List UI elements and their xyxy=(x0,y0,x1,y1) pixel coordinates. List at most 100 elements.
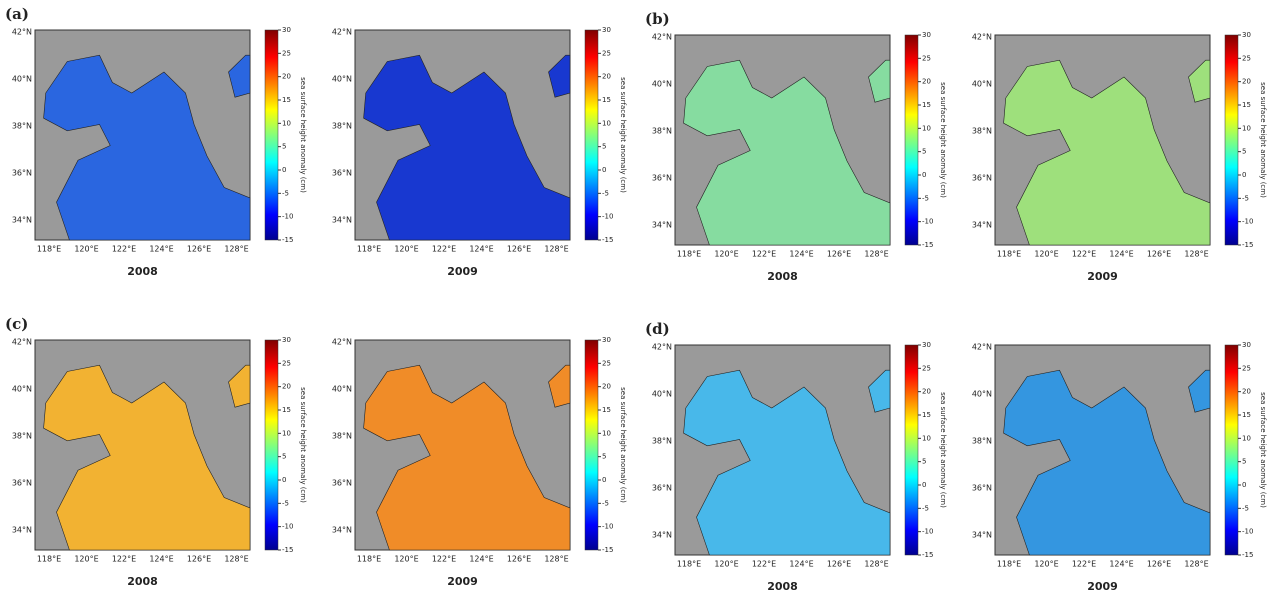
lon-label: 128°E xyxy=(864,250,888,259)
lat-label: 42°N xyxy=(12,338,32,347)
lon-label: 122°E xyxy=(752,560,776,569)
lon-label: 128°E xyxy=(224,555,248,564)
lat-label: 36°N xyxy=(332,169,352,178)
lon-label: 126°E xyxy=(1147,560,1171,569)
colorbar-tick-label: 10 xyxy=(602,429,611,437)
colorbar-tick-label: -5 xyxy=(922,194,929,202)
colorbar-tick-label: -5 xyxy=(282,189,289,197)
lon-label: 120°E xyxy=(394,245,418,254)
lon-label: 126°E xyxy=(1147,250,1171,259)
colorbar-tick-label: -15 xyxy=(922,551,933,559)
colorbar-label: sea surface height anomaly (cm) xyxy=(299,387,307,503)
colorbar-tick-label: -15 xyxy=(1242,241,1253,249)
lon-label: 120°E xyxy=(74,245,98,254)
lon-label: 122°E xyxy=(1072,250,1096,259)
colorbar-tick-label: 5 xyxy=(922,148,926,156)
lat-label: 42°N xyxy=(332,338,352,347)
colorbar-tick-label: 15 xyxy=(922,411,931,419)
colorbar-tick-label: 10 xyxy=(282,119,291,127)
colorbar-tick-label: -10 xyxy=(1242,528,1253,536)
lat-label: 34°N xyxy=(12,216,32,225)
lon-label: 118°E xyxy=(357,555,381,564)
lon-label: 120°E xyxy=(394,555,418,564)
lon-label: 126°E xyxy=(187,245,211,254)
colorbar-tick-label: 20 xyxy=(1242,388,1251,396)
colorbar-tick-label: -10 xyxy=(602,213,613,221)
lon-label: 126°E xyxy=(507,245,531,254)
sea xyxy=(1188,59,1211,103)
colorbar-tick-label: 0 xyxy=(602,476,606,484)
colorbar-tick-label: 30 xyxy=(282,336,291,344)
lon-label: 128°E xyxy=(544,555,568,564)
lon-label: 122°E xyxy=(752,250,776,259)
year-label: 2009 xyxy=(447,265,478,278)
colorbar xyxy=(1224,34,1239,246)
colorbar-tick-label: 5 xyxy=(1242,458,1246,466)
colorbar-label: sea surface height anomaly (cm) xyxy=(1259,392,1267,508)
colorbar-tick-label: 15 xyxy=(282,96,291,104)
colorbar-tick-label: -5 xyxy=(602,499,609,507)
colorbar-tick-label: 20 xyxy=(922,78,931,86)
sea xyxy=(43,364,251,551)
colorbar-tick-label: 15 xyxy=(922,101,931,109)
sea xyxy=(1188,369,1211,413)
colorbar-tick-label: -15 xyxy=(1242,551,1253,559)
lat-label: 40°N xyxy=(332,385,352,394)
lat-label: 36°N xyxy=(972,484,992,493)
lat-label: 34°N xyxy=(332,526,352,535)
colorbar-tick-label: 25 xyxy=(602,49,611,57)
lon-label: 124°E xyxy=(469,555,493,564)
colorbar-tick-label: 10 xyxy=(922,434,931,442)
sea xyxy=(868,369,891,413)
colorbar-tick-label: 15 xyxy=(1242,411,1251,419)
colorbar-tick-label: -5 xyxy=(1242,504,1249,512)
colorbar-tick-label: 25 xyxy=(602,359,611,367)
lon-label: 118°E xyxy=(997,560,1021,569)
lon-label: 120°E xyxy=(714,560,738,569)
colorbar-tick-label: 5 xyxy=(922,458,926,466)
year-label: 2009 xyxy=(1087,270,1118,283)
lon-label: 126°E xyxy=(187,555,211,564)
colorbar-tick-label: 20 xyxy=(282,383,291,391)
lat-label: 42°N xyxy=(652,343,672,352)
colorbar-tick-label: -15 xyxy=(602,546,613,554)
lon-label: 126°E xyxy=(507,555,531,564)
sea xyxy=(228,54,251,98)
sea xyxy=(868,59,891,103)
lon-label: 128°E xyxy=(224,245,248,254)
colorbar xyxy=(584,29,599,241)
lat-label: 36°N xyxy=(332,479,352,488)
colorbar-tick-label: 5 xyxy=(282,453,286,461)
lat-label: 34°N xyxy=(972,531,992,540)
lat-label: 42°N xyxy=(972,33,992,42)
colorbar-tick-label: 0 xyxy=(1242,481,1246,489)
lat-label: 34°N xyxy=(652,531,672,540)
lon-label: 128°E xyxy=(864,560,888,569)
year-label: 2009 xyxy=(1087,580,1118,590)
lat-label: 36°N xyxy=(652,484,672,493)
colorbar-tick-label: 15 xyxy=(282,406,291,414)
colorbar-tick-label: 20 xyxy=(602,383,611,391)
lat-label: 34°N xyxy=(972,221,992,230)
colorbar-tick-label: 15 xyxy=(602,406,611,414)
colorbar-tick-label: 15 xyxy=(1242,101,1251,109)
lon-label: 124°E xyxy=(1109,250,1133,259)
lat-label: 34°N xyxy=(12,526,32,535)
colorbar-tick-label: 5 xyxy=(1242,148,1246,156)
colorbar-tick-label: -10 xyxy=(282,523,293,531)
lon-label: 128°E xyxy=(544,245,568,254)
colorbar-tick-label: -10 xyxy=(922,218,933,226)
sea xyxy=(548,364,571,408)
lon-label: 128°E xyxy=(1184,560,1208,569)
colorbar-label: sea surface height anomaly (cm) xyxy=(619,77,627,193)
lon-label: 124°E xyxy=(789,560,813,569)
colorbar-tick-label: -15 xyxy=(282,546,293,554)
colorbar xyxy=(1224,344,1239,556)
lat-label: 34°N xyxy=(332,216,352,225)
colorbar-tick-label: 20 xyxy=(922,388,931,396)
sea xyxy=(548,54,571,98)
colorbar-tick-label: -10 xyxy=(922,528,933,536)
lat-label: 40°N xyxy=(332,75,352,84)
colorbar-tick-label: -15 xyxy=(282,236,293,244)
